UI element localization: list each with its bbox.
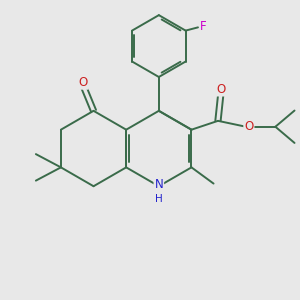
Text: O: O <box>216 82 226 95</box>
Text: N: N <box>154 178 163 191</box>
Text: O: O <box>244 120 254 133</box>
Text: O: O <box>79 76 88 89</box>
Text: H: H <box>155 194 163 205</box>
Text: F: F <box>200 20 207 33</box>
